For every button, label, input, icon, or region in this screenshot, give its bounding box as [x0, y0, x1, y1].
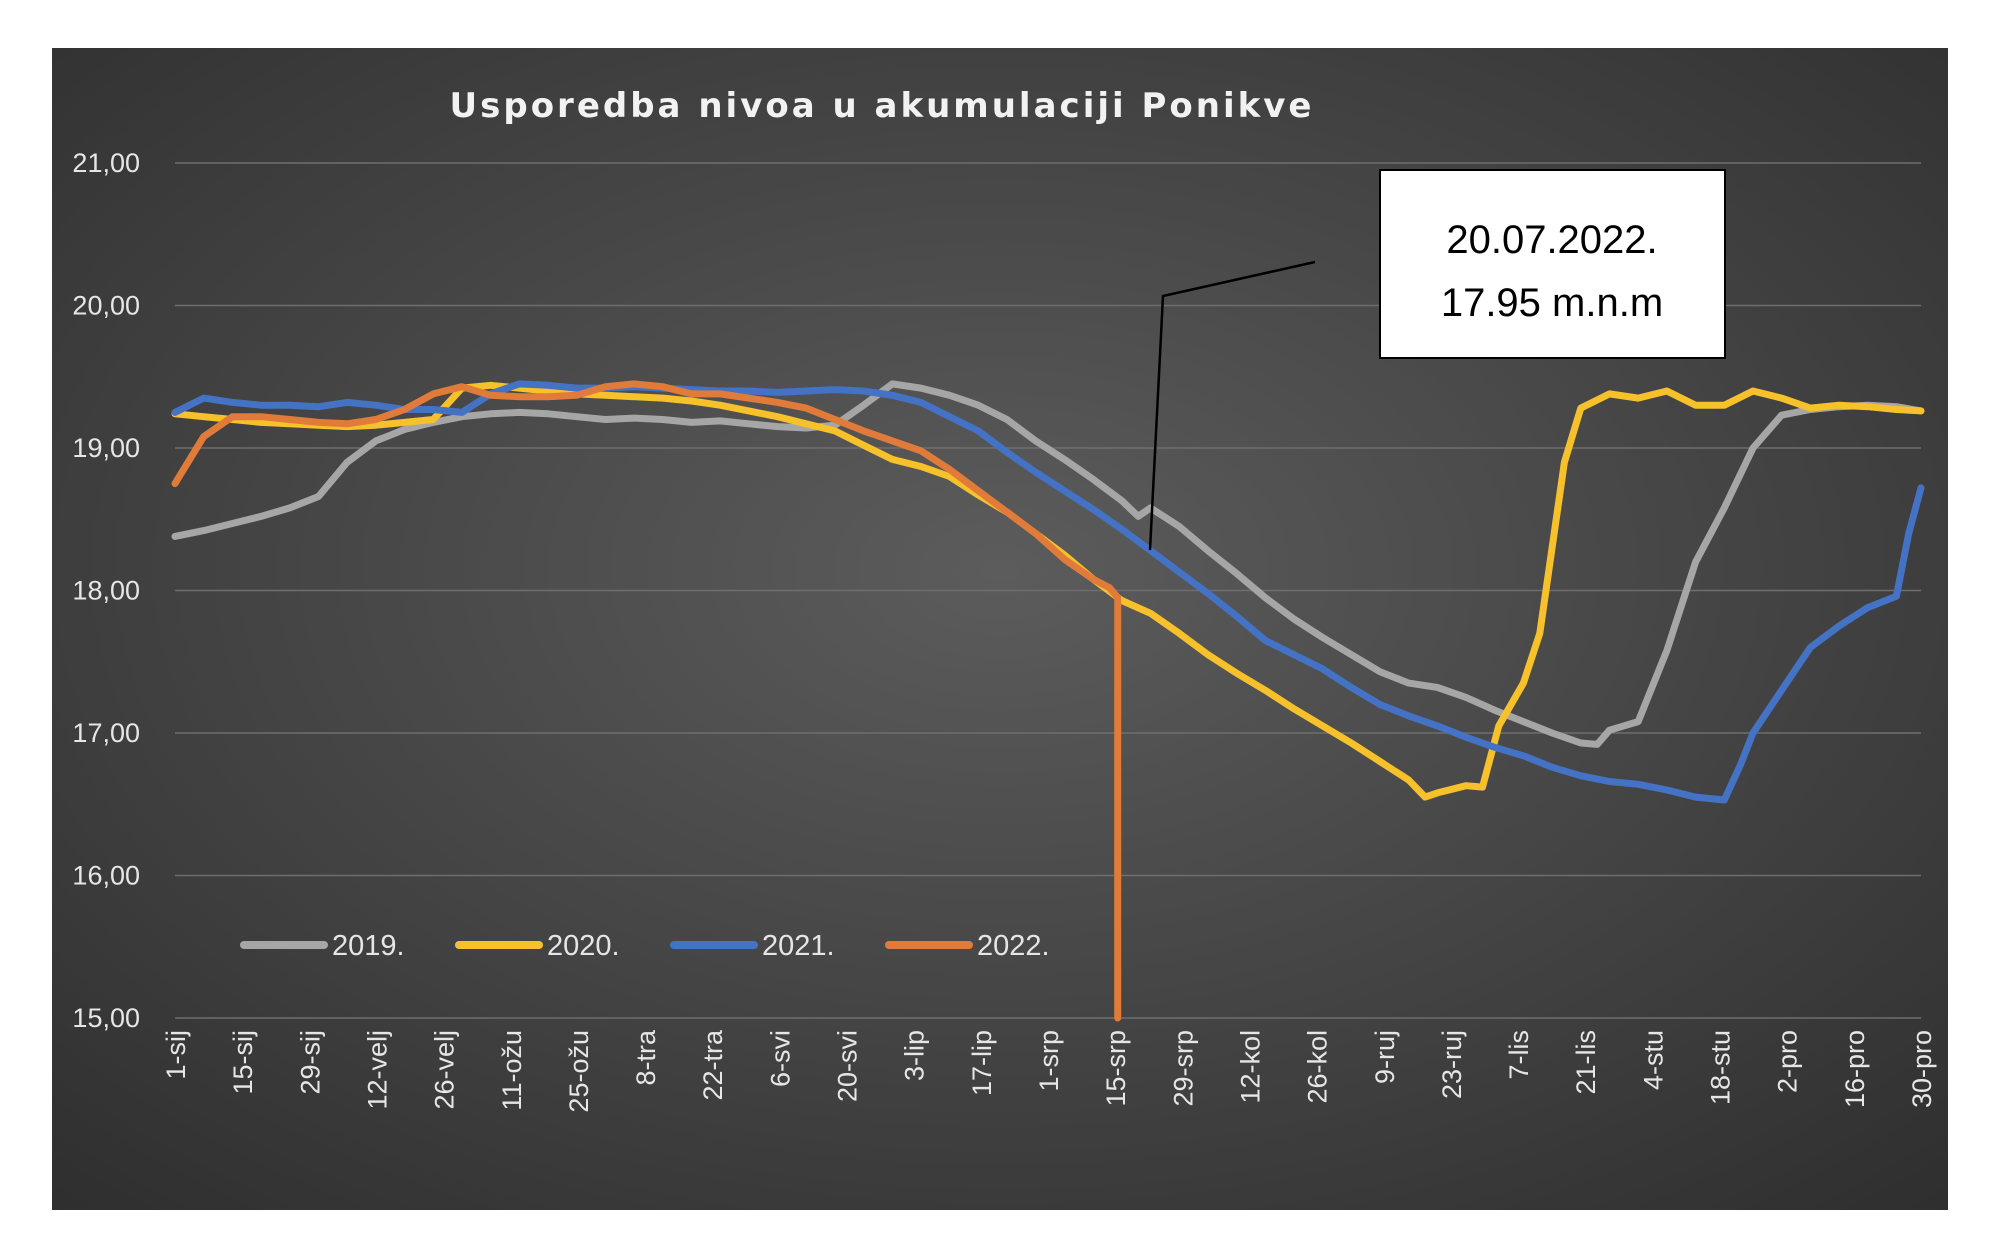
x-tick-label: 12-velj [362, 1030, 392, 1110]
x-tick-label: 3-lip [900, 1030, 930, 1081]
y-tick-label: 17,00 [72, 718, 140, 748]
chart: Usporedba nivoa u akumulaciji Ponikve 15… [52, 48, 1948, 1210]
x-tick-label: 18-stu [1706, 1030, 1736, 1105]
x-tick-label: 29-srp [1168, 1030, 1198, 1107]
chart-svg: Usporedba nivoa u akumulaciji Ponikve 15… [52, 48, 1948, 1210]
series-lines [171, 380, 1925, 1022]
y-tick-label: 19,00 [72, 433, 140, 463]
x-tick-label: 1-srp [1034, 1030, 1064, 1092]
x-tick-label: 15-sij [228, 1030, 258, 1095]
x-tick-label: 26-kol [1303, 1030, 1333, 1104]
x-tick-label: 1-sij [161, 1030, 191, 1080]
x-tick-label: 9-ruj [1370, 1030, 1400, 1084]
x-tick-label: 8-tra [631, 1029, 661, 1086]
x-tick-label: 26-velj [430, 1030, 460, 1110]
x-tick-label: 29-sij [295, 1030, 325, 1095]
series-line-2021 [171, 380, 1925, 804]
y-tick-label: 16,00 [72, 861, 140, 891]
y-tick-label: 21,00 [72, 148, 140, 178]
x-tick-label: 7-lis [1504, 1030, 1534, 1080]
x-tick-label: 16-pro [1840, 1030, 1870, 1108]
annotation-date: 20.07.2022. [1446, 218, 1657, 262]
legend-label: 2020. [547, 930, 620, 962]
y-axis-ticks: 15,00 16,00 17,00 18,00 19,00 20,00 21,00 [72, 148, 140, 1033]
x-tick-label: 6-svi [765, 1030, 795, 1087]
annotation: 20.07.2022. 17.95 m.n.m [1148, 169, 1726, 551]
x-tick-label: 2-pro [1773, 1030, 1803, 1093]
y-tick-label: 20,00 [72, 291, 140, 321]
series-line-2019 [171, 380, 1925, 748]
x-tick-label: 30-pro [1907, 1030, 1937, 1108]
x-tick-label: 25-ožu [564, 1030, 594, 1113]
x-tick-label: 20-svi [833, 1030, 863, 1102]
legend-label: 2022. [977, 930, 1050, 962]
x-axis-ticks: 1-sij 15-sij 29-sij 12-velj 26-velj 11-ožu 25-… [161, 1029, 1937, 1113]
x-tick-label: 11-ožu [497, 1030, 527, 1111]
series-line-2022 [171, 380, 1122, 1022]
annotation-box [1379, 169, 1726, 359]
x-tick-label: 17-lip [967, 1030, 997, 1096]
legend-label: 2019. [332, 930, 405, 962]
y-tick-label: 18,00 [72, 576, 140, 606]
x-tick-label: 12-kol [1235, 1030, 1265, 1104]
x-tick-label: 21-lis [1571, 1030, 1601, 1095]
annotation-level: 17.95 m.n.m [1441, 281, 1663, 325]
y-tick-label: 15,00 [72, 1003, 140, 1033]
legend: 2019. 2020. 2021. 2022. [240, 930, 1050, 962]
x-tick-label: 15-srp [1101, 1030, 1131, 1107]
legend-label: 2021. [762, 930, 835, 962]
annotation-leader-line [1148, 260, 1316, 551]
x-tick-label: 22-tra [698, 1029, 728, 1101]
x-tick-label: 4-stu [1638, 1030, 1668, 1090]
x-tick-label: 23-ruj [1437, 1030, 1467, 1099]
chart-title: Usporedba nivoa u akumulaciji Ponikve [450, 86, 1315, 126]
